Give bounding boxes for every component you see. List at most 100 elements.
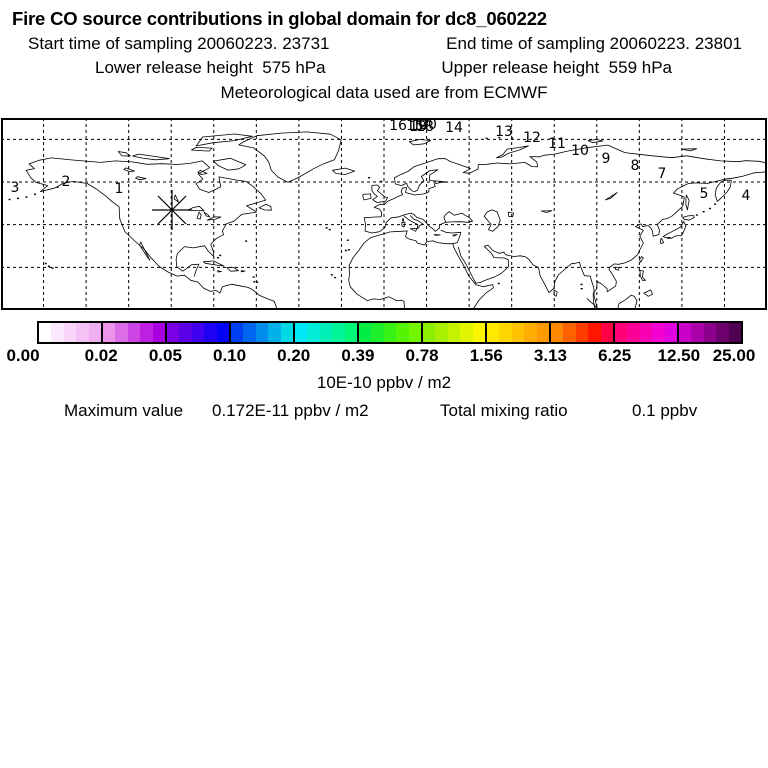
coastline (197, 169, 208, 175)
colorbar-cell (140, 323, 153, 342)
coastline (586, 298, 598, 310)
trajectory-day-label: 5 (700, 186, 709, 202)
island-dot (485, 137, 488, 139)
colorbar-cell (460, 323, 473, 342)
island-dot (56, 186, 59, 188)
coastline (332, 167, 356, 175)
trajectory-day-label: 4 (742, 188, 751, 204)
island-dot (25, 196, 28, 198)
island-dot (325, 227, 328, 229)
coastline (643, 289, 653, 297)
colorbar-cell (563, 323, 576, 342)
coastline (132, 153, 170, 161)
coastline (452, 234, 458, 237)
coastline (614, 266, 620, 271)
colorbar-cell (191, 323, 205, 342)
colorbar-cell (268, 323, 281, 342)
coastline (362, 193, 372, 201)
release-location-marker (152, 190, 192, 230)
colorbar-cell (231, 323, 244, 342)
island-dot (334, 276, 337, 279)
colorbar-tick-labels: 0.00 0.02 0.05 0.10 0.20 0.39 0.78 1.56 3.13 6.25… (0, 346, 768, 366)
colorbar-legend (37, 321, 743, 344)
coastline (592, 171, 767, 310)
colorbar-cell (447, 323, 461, 342)
island-dot (695, 214, 698, 216)
colorbar-cell (511, 323, 525, 342)
coastline (206, 216, 222, 221)
coastline (371, 211, 473, 234)
colorbar-cell (255, 323, 269, 342)
colorbar-cell (88, 323, 102, 342)
colorbar-segment (167, 323, 231, 342)
trajectory-day-label: 1 (115, 181, 124, 197)
colorbar-tick-label: 0.00 (6, 346, 40, 365)
maximum-value-number: 0.172E-11 ppbv / m2 (212, 401, 369, 420)
colorbar-cell (152, 323, 166, 342)
coastline (30, 177, 278, 310)
coastline (714, 179, 732, 202)
coastline (408, 139, 432, 146)
coastline (363, 144, 767, 234)
coastline (190, 146, 213, 152)
marker-arm (157, 195, 187, 225)
trajectory-day-label: 7 (658, 166, 667, 182)
coastline (540, 210, 553, 213)
trajectory-day-label: 11 (548, 136, 566, 152)
colorbar-tick-label: 0.20 (277, 346, 311, 365)
coastline (173, 194, 179, 203)
island-dot (497, 282, 500, 285)
colorbar-cell (664, 323, 678, 342)
colorbar-tick-label: 0.05 (148, 346, 182, 365)
colorbar-tick-label: 3.13 (533, 346, 567, 365)
maximum-value-label: Maximum value (64, 401, 184, 420)
colorbar-cell (76, 323, 89, 342)
trajectory-day-label: 19 (409, 119, 427, 135)
start-time-label: Start time of sampling 20060223. 23731 (28, 34, 330, 53)
colorbar-cell (652, 323, 665, 342)
trajectory-day-label: 3 (11, 180, 20, 196)
colorbar-cell (51, 323, 64, 342)
island-dots (8, 136, 717, 290)
coastline (401, 221, 406, 228)
coastline (617, 294, 638, 310)
coastline (217, 270, 222, 273)
coastlines (25, 131, 767, 310)
trajectory-day-label: 16 (389, 118, 407, 134)
island-dot (219, 254, 222, 257)
colorbar-segment (679, 323, 742, 342)
colorbar-segment (359, 323, 423, 342)
island-dot (498, 136, 501, 139)
coastline (135, 176, 147, 181)
coastline (666, 236, 671, 240)
coastline (258, 204, 272, 211)
colorbar-cell (588, 323, 601, 342)
colorbar-cell (63, 323, 77, 342)
coastline (409, 228, 418, 232)
island-dot (702, 211, 705, 213)
colorbar-cell (728, 323, 742, 342)
coastline (117, 151, 131, 157)
coastline (682, 215, 695, 221)
island-dot (47, 265, 50, 267)
end-time-label: End time of sampling 20060223. 23801 (446, 34, 742, 53)
colorbar-cell (179, 323, 192, 342)
colorbar-unit-label: 10E-10 ppbv / m2 (316, 373, 452, 392)
colorbar-cell (103, 323, 116, 342)
island-dot (256, 281, 259, 283)
coastline (605, 192, 618, 201)
colorbar-cell (280, 323, 294, 342)
colorbar-segment (423, 323, 487, 342)
island-dot (328, 228, 331, 231)
island-dot (253, 281, 256, 283)
colorbar-cell (243, 323, 256, 342)
colorbar-cell (332, 323, 345, 342)
coastline (433, 234, 441, 236)
coastline (662, 221, 687, 239)
graticule (1, 118, 767, 310)
colorbar-cell (423, 323, 436, 342)
coastline (123, 167, 136, 172)
coastline (195, 133, 253, 147)
colorbar-segment (231, 323, 295, 342)
